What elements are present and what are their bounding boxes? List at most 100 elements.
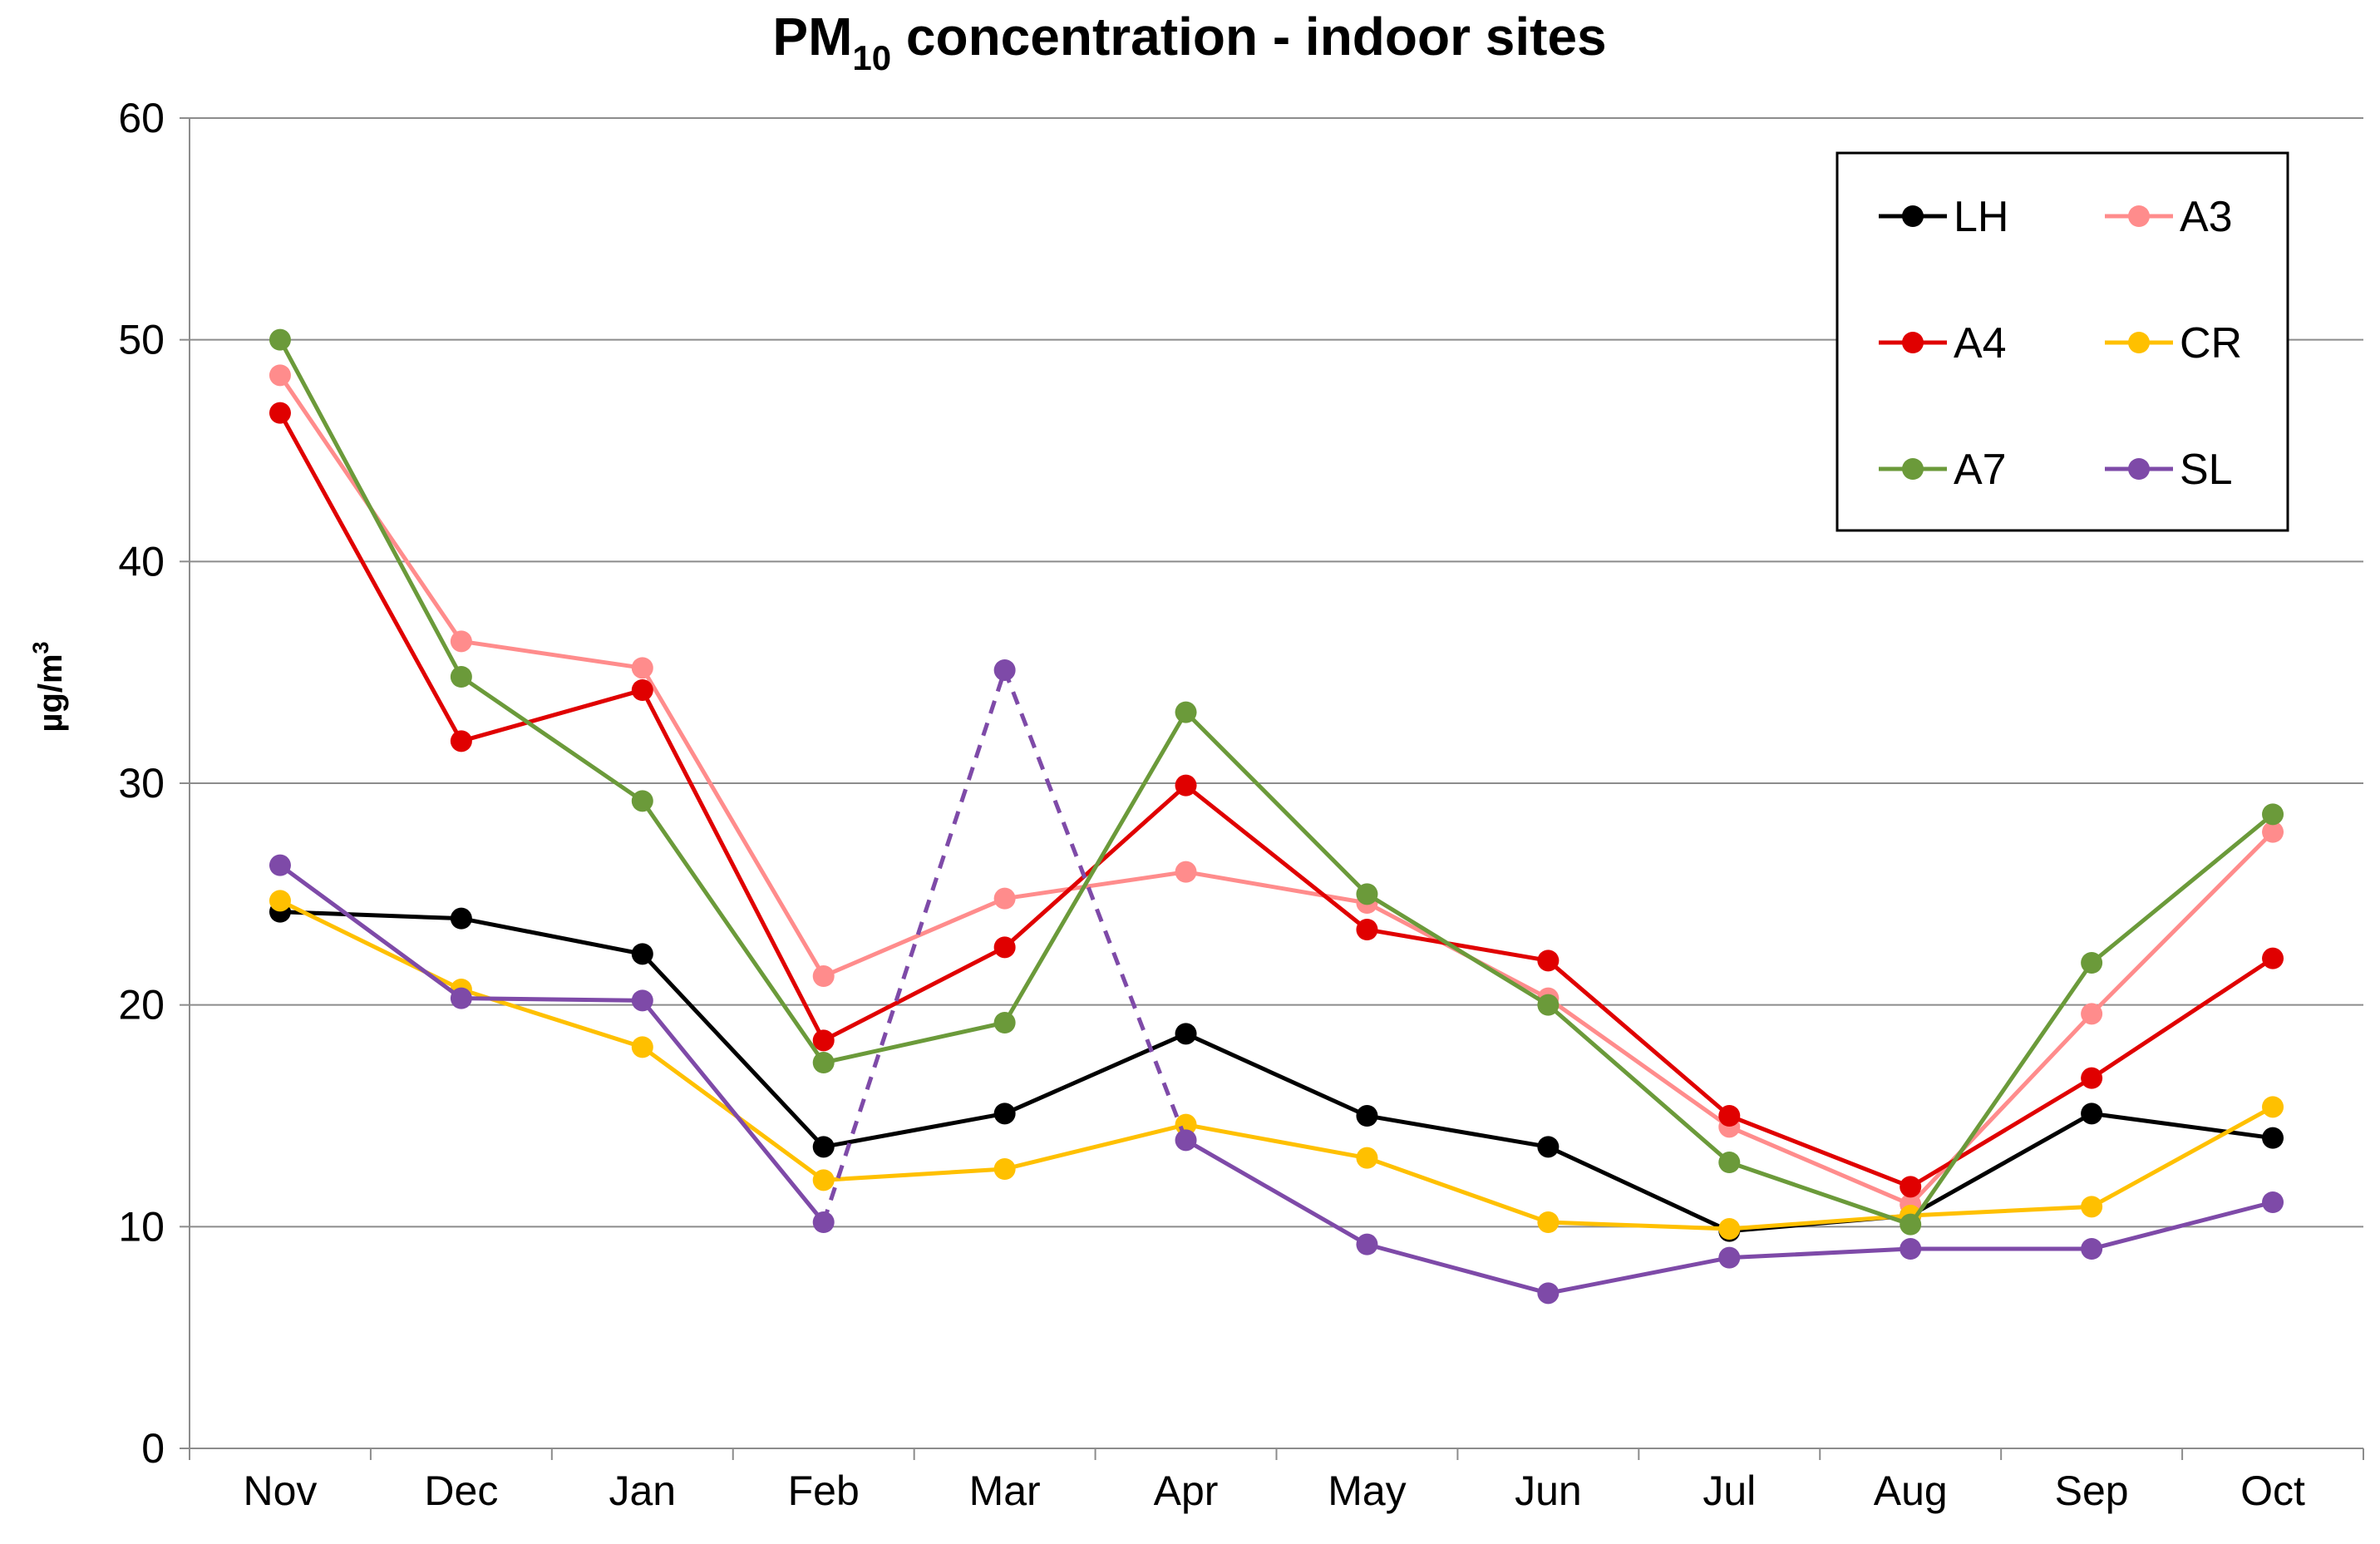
- legend-label: LH: [1954, 193, 2008, 241]
- x-tick-label: Jun: [1515, 1468, 1582, 1514]
- data-point: [450, 666, 472, 688]
- series-segment: [459, 639, 645, 670]
- series-segment: [1908, 1011, 2094, 1207]
- legend-swatch-marker: [1902, 458, 1924, 480]
- series-SL: [269, 659, 2284, 1305]
- y-tick-label: 50: [118, 317, 165, 363]
- series-segment: [459, 916, 645, 956]
- x-tick-label: Apr: [1154, 1468, 1219, 1514]
- legend-label: A4: [1954, 319, 2007, 368]
- data-point: [631, 790, 653, 812]
- data-point: [631, 679, 653, 701]
- data-point: [2262, 821, 2284, 843]
- x-tick-label: Sep: [2055, 1468, 2129, 1514]
- series-segment: [640, 665, 826, 979]
- data-point: [1356, 1147, 1378, 1169]
- data-point: [450, 630, 472, 653]
- series-segment: [1003, 1031, 1189, 1116]
- gridlines: [190, 117, 2363, 1228]
- data-point: [269, 402, 291, 424]
- data-point: [1900, 1213, 1922, 1236]
- data-point: [631, 989, 653, 1012]
- series-segment: [459, 674, 645, 803]
- legend-swatch-marker: [2128, 332, 2150, 353]
- y-tick-label: 40: [118, 538, 165, 585]
- data-point: [812, 1169, 835, 1191]
- data-point: [269, 854, 291, 876]
- data-point: [812, 1136, 835, 1158]
- series-segment: [1364, 1113, 1550, 1149]
- series-segment: [1545, 1220, 1732, 1231]
- data-point: [269, 890, 291, 912]
- series-segment: [821, 896, 1008, 979]
- data-point: [2262, 1191, 2284, 1213]
- data-point: [1718, 1218, 1741, 1240]
- series-segment: [1908, 1076, 2094, 1189]
- y-tick-label: 0: [141, 1425, 165, 1472]
- data-point: [812, 965, 835, 987]
- data-point: [1900, 1176, 1922, 1198]
- data-point: [993, 936, 1016, 959]
- series-segment: [1727, 1124, 1913, 1207]
- data-point: [1718, 1152, 1741, 1173]
- legend-item-A7: A7: [1879, 446, 2007, 494]
- series-segment: [1184, 783, 1369, 932]
- data-point: [993, 659, 1016, 681]
- data-point: [1537, 950, 1560, 972]
- series-segment: [459, 996, 645, 1003]
- data-point: [993, 887, 1016, 910]
- legend-label: A7: [1954, 446, 2007, 494]
- x-tick-label: Nov: [243, 1468, 317, 1514]
- data-point: [2081, 952, 2103, 974]
- data-point: [1175, 701, 1197, 723]
- series-segment: [1727, 1213, 1913, 1231]
- series-segment: [1184, 1031, 1369, 1118]
- series-segment: [459, 688, 645, 743]
- x-tick-label: Oct: [2240, 1468, 2305, 1514]
- series-segment: [278, 910, 464, 921]
- data-point: [450, 730, 472, 752]
- data-point: [631, 657, 653, 679]
- y-tick-label: 60: [118, 95, 165, 141]
- series-segment: [1003, 870, 1189, 901]
- data-point: [812, 1052, 835, 1073]
- series-segment: [1727, 1246, 1913, 1260]
- series-A4: [269, 402, 2284, 1198]
- data-point: [993, 1158, 1016, 1180]
- data-point: [993, 1012, 1016, 1033]
- data-point: [1718, 1246, 1741, 1269]
- data-point: [1537, 994, 1560, 1016]
- axes: [180, 117, 2364, 1460]
- series-segment: [640, 951, 826, 1149]
- data-point: [450, 907, 472, 930]
- data-point: [2081, 1238, 2103, 1260]
- x-tick-label: Dec: [424, 1468, 498, 1514]
- series-segment: [1545, 1144, 1732, 1234]
- series-segment: [1184, 1122, 1369, 1161]
- x-tick-label: Mar: [969, 1468, 1041, 1514]
- data-point: [1175, 774, 1197, 797]
- data-point: [812, 1211, 835, 1233]
- x-tick-label: Jul: [1702, 1468, 1756, 1514]
- series-lines: [269, 328, 2284, 1305]
- series-segment: [821, 669, 1008, 1223]
- y-axis-label: µg/m3: [28, 641, 69, 732]
- data-point: [631, 1036, 653, 1058]
- legend-swatch-marker: [2128, 458, 2150, 480]
- data-point: [993, 1103, 1016, 1125]
- data-point: [1537, 1211, 1560, 1233]
- legend-swatch-marker: [1902, 205, 1924, 227]
- x-tick-label: Aug: [1874, 1468, 1948, 1514]
- series-segment: [1364, 1242, 1550, 1295]
- series-segment: [821, 1111, 1008, 1149]
- data-point: [1356, 919, 1378, 940]
- series-segment: [821, 1020, 1008, 1065]
- data-point: [1356, 1233, 1378, 1255]
- legend-item-A3: A3: [2105, 193, 2233, 241]
- data-point: [2081, 1196, 2103, 1218]
- series-segment: [1184, 1137, 1369, 1247]
- series-segment: [1727, 1113, 1913, 1189]
- data-point: [2081, 1003, 2103, 1025]
- data-point: [2262, 947, 2284, 969]
- series-segment: [1364, 1156, 1550, 1225]
